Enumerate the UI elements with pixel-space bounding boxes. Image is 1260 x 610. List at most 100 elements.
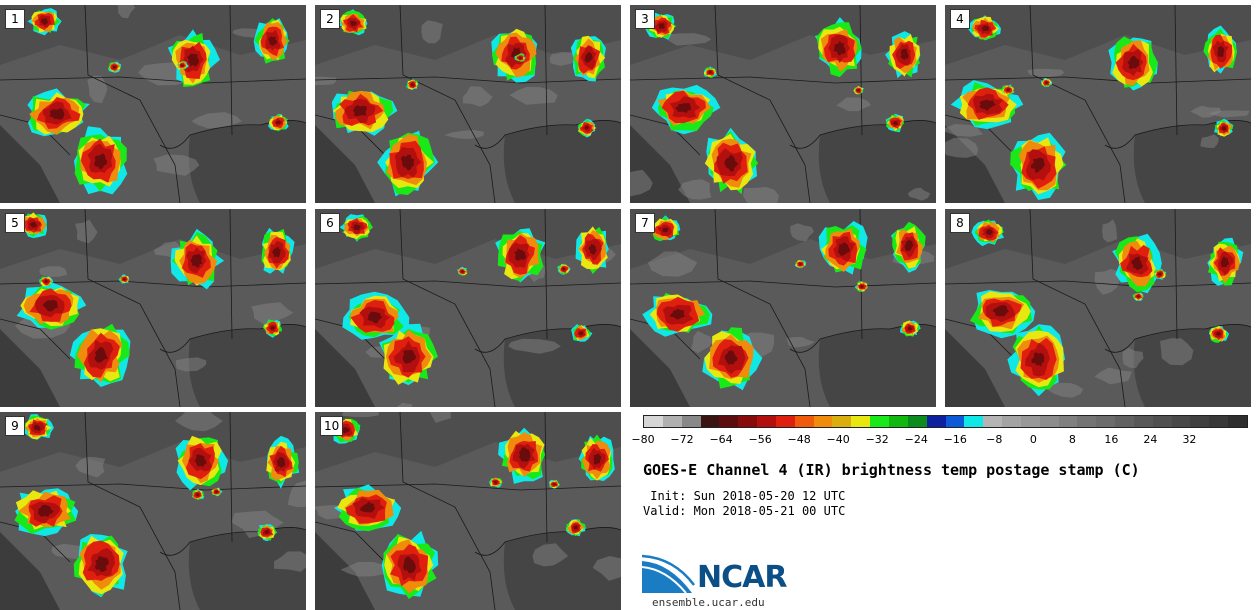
convective-storm <box>703 66 718 78</box>
convective-storm <box>381 530 439 599</box>
convective-storm <box>27 88 90 137</box>
storm-contour <box>342 426 350 434</box>
colorbar-cell <box>775 416 795 427</box>
storm-contour <box>658 22 666 29</box>
convective-storm <box>268 113 289 132</box>
colorbar-tick-label: 16 <box>1104 433 1119 446</box>
state-border <box>1029 209 1126 407</box>
terrain-mountains <box>0 329 60 407</box>
cirrus-cloud <box>462 86 493 107</box>
coastline <box>789 120 936 149</box>
convective-storm <box>175 435 229 491</box>
colorbar-cell <box>1133 416 1153 427</box>
gulf-water <box>503 527 621 610</box>
panel-number: 3 <box>635 9 655 29</box>
cirrus-cloud <box>429 412 451 423</box>
storm-contour <box>353 105 368 117</box>
convective-storm <box>514 53 526 62</box>
convective-storm <box>642 292 713 337</box>
storm-contour <box>892 121 898 125</box>
storm-contour <box>708 70 712 74</box>
terrain-mountains <box>945 329 1005 407</box>
storm-contour <box>272 246 281 258</box>
state-border <box>630 280 936 288</box>
cirrus-cloud <box>1047 382 1084 398</box>
cirrus-cloud <box>647 251 698 277</box>
storm-contour <box>1220 256 1230 268</box>
terrain-shade <box>945 5 1251 65</box>
convective-storm <box>257 524 278 542</box>
satellite-map <box>0 412 306 610</box>
storm-contour <box>798 262 802 266</box>
cirrus-cloud <box>786 337 815 348</box>
panel-number: 1 <box>5 9 25 29</box>
colorbar-cell <box>1096 416 1116 427</box>
member-panel-1: 1 <box>0 5 306 203</box>
storm-contour <box>1131 256 1144 271</box>
cirrus-cloud <box>532 543 569 567</box>
storm-contour <box>675 103 691 113</box>
state-border <box>945 280 1251 288</box>
storm-contour <box>900 48 909 61</box>
storm-contour <box>94 346 108 363</box>
storm-contour <box>833 40 846 56</box>
storm-contour <box>588 243 597 255</box>
colorbar-cell <box>907 416 927 427</box>
terrain-mountains <box>630 125 690 203</box>
colorbar-cell <box>1002 416 1021 427</box>
state-border <box>859 5 863 136</box>
coastline <box>474 527 621 556</box>
colorbar-cell <box>681 416 701 427</box>
convective-storm <box>969 290 1036 339</box>
storm-contour <box>196 493 199 497</box>
convective-storm <box>971 219 1004 247</box>
convective-storm <box>261 227 295 274</box>
gulf-water <box>818 120 936 203</box>
convective-storm <box>335 9 368 36</box>
cirrus-cloud <box>945 137 979 158</box>
storm-contour <box>33 424 41 431</box>
cirrus-cloud <box>1160 338 1194 366</box>
state-border <box>1029 5 1126 203</box>
colorbar-cell <box>757 416 776 427</box>
cirrus-cloud <box>691 330 713 354</box>
cirrus-cloud <box>592 556 621 581</box>
panel-number: 6 <box>320 213 340 233</box>
figure-title: GOES-E Channel 4 (IR) brightness temp po… <box>643 461 1140 479</box>
cirrus-cloud <box>790 223 814 242</box>
panel-number: 10 <box>320 416 344 436</box>
convective-storm <box>16 282 87 330</box>
storm-contour <box>1215 331 1221 336</box>
storm-contour <box>276 456 286 469</box>
colorbar-cell <box>1228 416 1247 427</box>
colorbar-cell <box>1058 416 1078 427</box>
panel-number: 4 <box>950 9 970 29</box>
coastline <box>474 120 621 149</box>
colorbar-cell <box>964 416 984 427</box>
convective-storm <box>377 130 439 197</box>
convective-storm <box>575 226 609 274</box>
convective-storm <box>1203 25 1238 74</box>
colorbar-tick-label: −48 <box>787 433 811 446</box>
state-border <box>0 76 306 84</box>
storm-contour <box>112 65 116 69</box>
satellite-map <box>630 209 936 407</box>
cirrus-cloud <box>1027 68 1065 77</box>
storm-contour <box>123 278 126 281</box>
coastline <box>474 324 621 353</box>
member-panel-7: 7 <box>630 209 936 407</box>
colorbar-cell <box>983 416 1003 427</box>
colorbar-cell <box>700 416 720 427</box>
state-border <box>544 5 548 136</box>
convective-storm <box>578 434 615 481</box>
state-border <box>315 280 621 288</box>
colorbar-tick-label: −8 <box>986 433 1003 446</box>
gulf-water <box>188 324 306 407</box>
terrain-shade <box>0 209 306 269</box>
convective-storm <box>1214 118 1234 137</box>
terrain-shade <box>315 209 621 269</box>
storm-contour <box>190 253 203 268</box>
storm-contour <box>981 25 989 32</box>
storm-contour <box>94 556 109 573</box>
convective-storm <box>950 80 1024 130</box>
